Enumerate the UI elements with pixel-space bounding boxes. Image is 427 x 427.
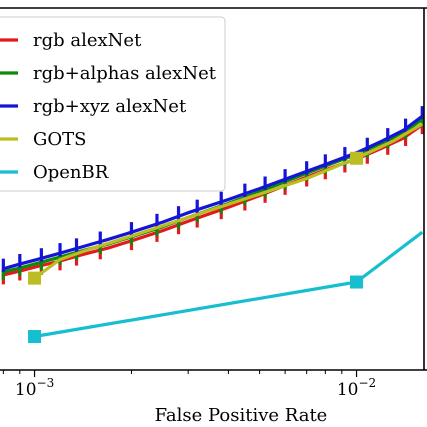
series-4: [28, 230, 424, 344]
legend-label: GOTS: [33, 129, 86, 150]
axes-layer: 10−3 10−2: [0, 7, 427, 400]
legend-box: [0, 16, 226, 192]
series-3: [28, 122, 424, 285]
legend-label: rgb alexNet: [33, 30, 142, 51]
marker: [28, 271, 42, 285]
axis-labels: False Positive Rate: [155, 405, 328, 426]
x-tick-label: 10−2: [337, 376, 376, 400]
legend-label: rgb+alphas alexNet: [33, 63, 217, 84]
legend: rgb alexNet rgb+alphas alexNet rgb+xyz ale…: [0, 16, 226, 192]
series-line: [2, 114, 424, 271]
legend-label: OpenBR: [33, 162, 109, 183]
series-2: [1, 106, 424, 272]
marker: [350, 151, 364, 165]
legend-label: rgb+xyz alexNet: [33, 96, 187, 117]
marker: [350, 275, 364, 289]
x-tick-label: 10−3: [15, 376, 54, 400]
series-layer: [1, 106, 424, 344]
x-axis-label: False Positive Rate: [155, 405, 328, 426]
marker: [28, 330, 42, 344]
series-line: [33, 122, 424, 280]
